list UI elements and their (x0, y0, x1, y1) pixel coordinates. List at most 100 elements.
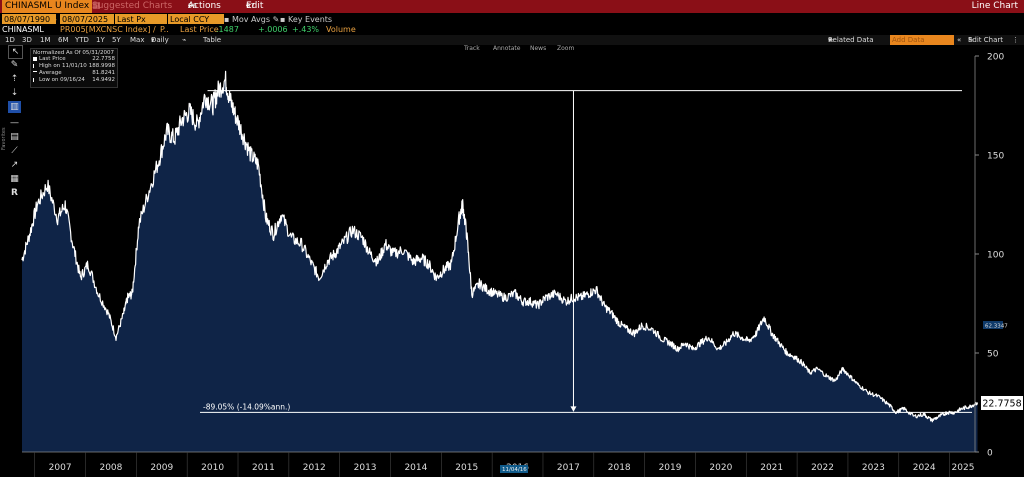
tab-zoom[interactable]: Zoom (557, 45, 575, 52)
line-draw-icon[interactable]: ⟋ (11, 146, 18, 156)
price-line (21, 70, 979, 423)
x-tick-label: 2017 (557, 463, 580, 473)
legend-row: Low on 09/16/24 14.9492 (33, 77, 115, 83)
legend-swatch (33, 78, 38, 82)
trend-up-icon[interactable]: ⇡ (10, 74, 19, 84)
x-tick-label: 2022 (811, 463, 834, 473)
tab-annotate[interactable]: Annotate (493, 45, 521, 52)
ruler-icon[interactable]: ▦ (10, 174, 19, 184)
date-separator: - (54, 15, 57, 24)
add-data-input[interactable]: Add Data (890, 35, 954, 45)
suggested-charts-label: Suggested Charts (92, 1, 173, 11)
x-tick-label: 2025 (952, 463, 975, 473)
arrow-draw-icon[interactable]: ↗ (10, 160, 19, 170)
legend-value: 81.8241 (92, 70, 115, 76)
change-percent: +.43% (292, 25, 320, 34)
period-1y[interactable]: 1Y (96, 36, 105, 44)
period-row: 1D 3D 1M 6M YTD 1Y 5Y Max Daily ▾ ⌁ Tabl… (0, 35, 1024, 45)
cursor-date: 11/04/16 (500, 465, 528, 473)
checkbox-icon: ▪ (224, 15, 230, 24)
more-options-icon[interactable]: ⋮ (1012, 36, 1019, 44)
period-1m[interactable]: 1M (40, 36, 51, 44)
edit-chart-label: Edit Chart (968, 36, 1004, 44)
top-bar: CHINASML U Index ▦ Suggested Charts 96 A… (0, 0, 1024, 13)
plus-icon: + (828, 36, 834, 44)
mov-avgs-button[interactable]: ▪ Mov Avgs ✎ (224, 14, 279, 25)
pencil-icon: ✎ (272, 15, 280, 24)
cursor-date-label: 11/04/16 (502, 467, 527, 473)
frequency-label: Daily (151, 36, 169, 44)
x-tick-label: 2024 (913, 463, 936, 473)
legend-row: Average 81.8241 (33, 70, 115, 76)
end-date-field[interactable]: 08/07/2025 (60, 14, 114, 24)
compare-security[interactable]: PR005[MXCNSC Index] / (60, 25, 156, 34)
legend-swatch (33, 64, 38, 68)
edit-label: Edit (246, 1, 264, 11)
tab-track[interactable]: Track (464, 45, 480, 52)
x-tick-label: 2010 (201, 463, 224, 473)
volume-label: Volume (326, 25, 356, 34)
legend-row: Last Price 22.7758 (33, 56, 115, 62)
regression-icon[interactable]: R (11, 188, 18, 198)
cursor-icon[interactable]: ↖ (8, 45, 23, 59)
horizontal-line-icon[interactable]: — (10, 118, 19, 128)
start-date-field[interactable]: 08/07/1990 (2, 14, 56, 24)
y-tick-label: 50 (987, 350, 999, 360)
pen-icon[interactable]: ✎ (10, 60, 19, 70)
y-tick-label: 0 (987, 449, 993, 459)
edit-number: 97 (246, 2, 255, 10)
y-tick-label: 200 (987, 53, 1004, 63)
favorites-side-label: Favorites (1, 127, 7, 150)
controls-row: 08/07/1990 - 08/07/2025 Last Px Local CC… (0, 14, 1024, 25)
period-6m[interactable]: 6M (58, 36, 69, 44)
annotation-tabs: Track Annotate News Zoom (0, 45, 1024, 53)
checkbox-icon: ▪ (280, 15, 286, 24)
period-5y[interactable]: 5Y (112, 36, 121, 44)
last-price-value: .1487 (216, 25, 239, 34)
period-ytd[interactable]: YTD (75, 36, 89, 44)
last-value-text: 22.7758 (982, 399, 1021, 410)
price-area (22, 71, 978, 453)
legend-swatch (33, 71, 37, 76)
quote-row: CHINASML PR005[MXCNSC Index] / P.. Last … (0, 25, 1024, 35)
period-3d[interactable]: 3D (22, 36, 32, 44)
fib-grid-icon[interactable]: ▥ (8, 101, 21, 113)
related-data-label: Related Data (828, 36, 874, 44)
y-axis: 0 50 100 150 200 (975, 53, 1004, 459)
currency-select[interactable]: Local CCY (168, 14, 224, 24)
legend-row: High on 11/01/10 188.9998 (33, 63, 115, 69)
key-events-button[interactable]: ▪ Key Events (280, 14, 332, 25)
x-tick-label: 2012 (303, 463, 326, 473)
quote-ticker: CHINASML (2, 25, 44, 34)
period-max[interactable]: Max (130, 36, 145, 44)
tab-news[interactable]: News (530, 45, 547, 52)
trend-down-icon[interactable]: ⇣ (10, 88, 19, 98)
chevron-down-icon: ▾ (188, 3, 192, 10)
cursor-date-box (500, 465, 528, 473)
legend-key: High on 11/01/10 (39, 63, 87, 69)
y-tick-label: 100 (987, 251, 1004, 261)
legend-swatch (33, 57, 37, 61)
period-1d[interactable]: 1D (5, 36, 15, 44)
channel-icon[interactable]: ▤ (10, 132, 19, 142)
last-value-box (981, 396, 1023, 410)
collapse-icon[interactable]: « (957, 36, 962, 44)
chevron-down-icon: ▾ (828, 36, 832, 44)
table-button[interactable]: Table (203, 36, 222, 44)
x-tick-label: 2020 (709, 463, 732, 473)
x-tick-label: 2009 (150, 463, 173, 473)
chevron-down-icon: ▾ (246, 3, 250, 10)
price-field-select[interactable]: Last Px (115, 14, 167, 24)
marker-flag-box (983, 321, 1003, 329)
legend-value: 22.7758 (92, 56, 115, 62)
legend-box: Normalized As Of 05/31/2007 Last Price 2… (30, 48, 118, 88)
x-tick-label: 2007 (49, 463, 72, 473)
x-tick-label: 2018 (608, 463, 631, 473)
x-tick-label: 2013 (354, 463, 377, 473)
x-tick-label: 2019 (659, 463, 682, 473)
legend-key: Last Price (39, 56, 66, 62)
x-axis: 2007200820092010201120122013201420152016… (34, 452, 975, 477)
annotation-label: -89.05% (-14.09%ann.) (203, 402, 290, 411)
x-tick-label: 2021 (760, 463, 783, 473)
